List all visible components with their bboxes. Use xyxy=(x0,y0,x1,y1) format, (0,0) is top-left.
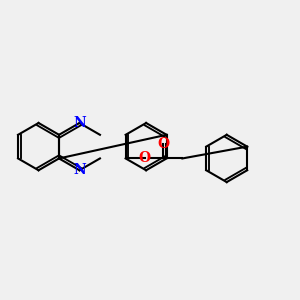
Text: N: N xyxy=(73,163,86,177)
Text: O: O xyxy=(139,152,151,165)
Text: N: N xyxy=(73,116,86,130)
Text: O: O xyxy=(158,136,169,151)
